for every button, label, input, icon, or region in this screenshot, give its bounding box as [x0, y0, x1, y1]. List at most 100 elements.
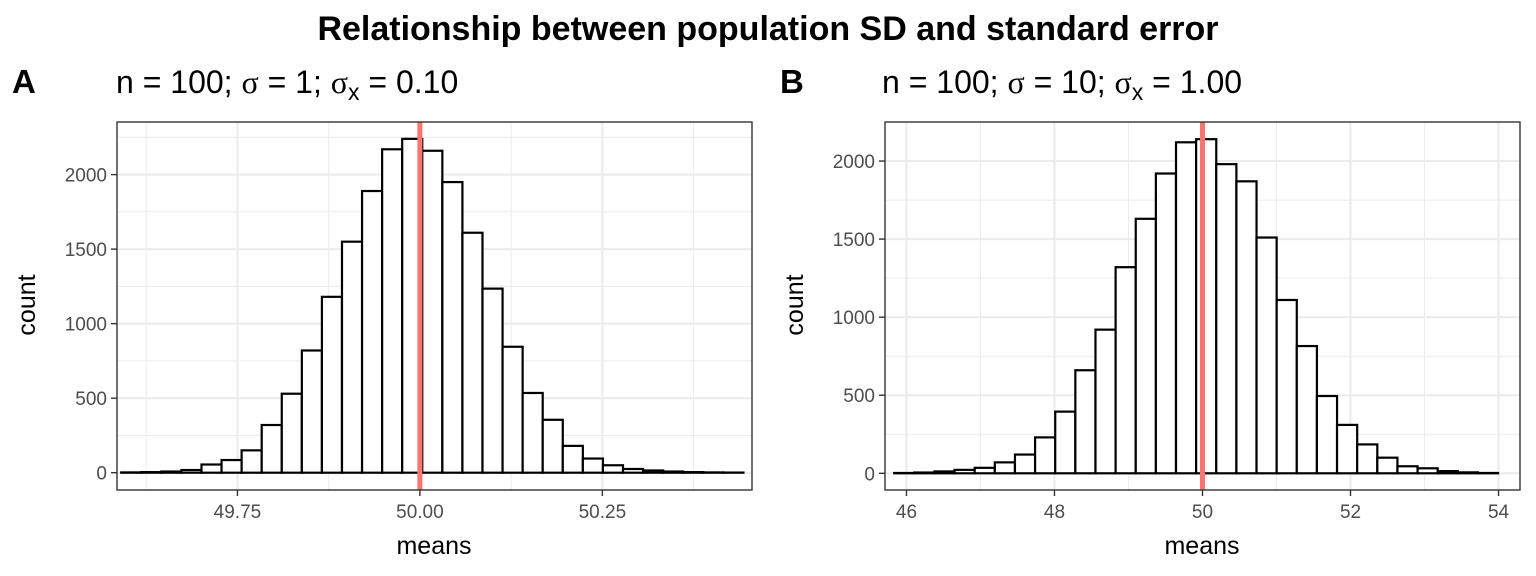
panel-b-histogram-bar [1013, 453, 1037, 475]
panel-b-x-tick-label: 52 [1340, 502, 1361, 523]
panel-a-histogram-bar [160, 470, 183, 474]
panel-b-histogram-bar [1376, 456, 1399, 475]
panel-a-histogram-bar [621, 467, 645, 474]
panel-b-y-axis-title: count [781, 274, 809, 335]
panel-a-y-tick-label: 1000 [65, 315, 107, 336]
panel-b-letter: B [780, 63, 804, 100]
panel-b-histogram-bar [1416, 467, 1439, 475]
panel-a-histogram-bar [561, 444, 584, 474]
panel-b-histogram-bar [1074, 369, 1097, 475]
panel-a-y-tick-label: 1500 [65, 240, 107, 261]
panel-b-x-axis-title: means [1164, 532, 1239, 560]
panel-b-histogram-bar [1114, 266, 1137, 475]
panel-a: A n = 100; σ = 1; σx = 0.10 49.75 50.00 50… [12, 63, 753, 560]
panel-a-sigma-x: σ [331, 64, 348, 100]
panel-a-border [116, 121, 753, 491]
panel-a-histogram-bar [320, 295, 344, 474]
panel-b-sigma-x: σ [1115, 64, 1132, 100]
panel-b-sigma: σ [1007, 64, 1024, 100]
panel-b-y-tick-label: 1000 [833, 308, 875, 329]
panel-a-subtitle: n = 100; σ = 1; σx = 0.10 [116, 64, 458, 105]
panel-a-histogram-bar [200, 463, 223, 474]
panel-b-histogram-bar [1396, 465, 1419, 475]
panel-b-histogram-bar [1154, 172, 1178, 475]
panel-b-histogram-bar [1335, 423, 1359, 475]
panel-b-histogram-bar [1356, 443, 1379, 475]
panel-a-plot: 49.75 50.00 50.25 0 500 1000 1500 2000 [65, 121, 753, 523]
panel-a-histogram-bar [381, 148, 404, 474]
panel-a-subtitle-post: = 0.10 [359, 64, 458, 100]
panel-b-histogram-bar [1094, 328, 1117, 475]
panel-a-histogram-bar [601, 464, 625, 474]
panel-b-subtitle-post: = 1.00 [1143, 64, 1242, 100]
panel-a-histogram-bar [521, 391, 544, 474]
panel-b-histogram-bar [1134, 217, 1157, 475]
panel-a-x-tick-label: 50.25 [579, 502, 627, 523]
panel-b-histogram-bar [1195, 138, 1218, 475]
panel-a-histogram-bar [260, 423, 283, 474]
panel-b-histogram-bar [1215, 163, 1238, 475]
panel-a-histogram-bar [581, 457, 605, 474]
chart-main-title: Relationship between population SD and s… [317, 10, 1218, 48]
panel-a-histogram-bar [662, 470, 685, 474]
panel-a-y-tick-label: 0 [96, 464, 107, 485]
panel-b-histogram-bar [973, 466, 996, 475]
panel-a-y-tick-label: 2000 [65, 166, 107, 187]
panel-a-histogram-bar [501, 345, 524, 474]
panel-b-histogram-bar [953, 468, 976, 475]
panel-b-histogram-bar [1436, 470, 1459, 475]
panel-a-subtitle-mid: = 1; [259, 64, 331, 100]
panel-b-x-tick-label: 48 [1044, 502, 1065, 523]
panel-b-plot: 46 48 50 52 54 0 500 1000 1500 2000 [833, 121, 1521, 523]
panel-a-histogram-bar [220, 458, 243, 474]
panel-b-y-tick-label: 2000 [833, 152, 875, 173]
panel-a-subscript-x: x [348, 79, 360, 105]
panel-a-histogram-bar [240, 449, 263, 474]
panel-a-y-axis-title: count [13, 274, 41, 335]
panel-a-x-axis-title: means [396, 532, 471, 560]
panel-a-histogram-bar [421, 149, 444, 474]
panel-a-x-tick-label: 49.75 [214, 502, 262, 523]
panel-b: B n = 100; σ = 10; σx = 1.00 46 48 50 52 540… [780, 63, 1521, 560]
panel-a-sigma: σ [241, 64, 258, 100]
panel-a-histogram-bar [280, 392, 303, 474]
panel-a-histogram-bar [340, 240, 364, 474]
panel-a-histogram-bar [481, 287, 504, 474]
panel-b-histogram-bar [1054, 410, 1077, 475]
panel-b-y-tick-label: 1500 [833, 230, 875, 251]
panel-b-x-tick-label: 54 [1488, 502, 1510, 523]
panel-b-histogram-bar [1255, 236, 1278, 475]
panel-b-subtitle-mid: = 10; [1025, 64, 1115, 100]
panel-b-histogram-bar [1295, 344, 1319, 475]
panel-a-letter: A [12, 63, 36, 100]
panel-b-y-tick-label: 500 [843, 386, 875, 407]
panel-b-histogram-bar [933, 470, 956, 475]
panel-b-y-tick-label: 0 [864, 464, 875, 485]
panel-a-histogram-bar [682, 471, 705, 474]
panel-a-subtitle-pre: n = 100; [116, 64, 241, 100]
panel-a-histogram-bar [180, 468, 203, 474]
panel-b-histogram-bar [1174, 141, 1198, 475]
panel-b-subtitle: n = 100; σ = 10; σx = 1.00 [882, 64, 1242, 105]
panel-a-histogram-bar [541, 418, 564, 474]
panel-b-histogram-bar [1275, 298, 1298, 475]
panel-b-histogram-bar [1033, 436, 1057, 475]
panel-a-histogram-bar [140, 471, 163, 474]
panel-b-x-tick-label: 46 [896, 502, 917, 523]
panel-a-histogram-bar [641, 469, 665, 474]
panel-a-y-tick-label: 500 [75, 389, 107, 410]
panel-b-x-tick-label: 50 [1192, 502, 1213, 523]
panel-a-histogram-bar [461, 231, 484, 474]
panel-b-histogram-bar [993, 461, 1017, 475]
panel-b-subtitle-pre: n = 100; [882, 64, 1007, 100]
panel-b-histogram-bar [1235, 180, 1258, 475]
panel-a-histogram-bar [360, 189, 384, 474]
panel-a-x-tick-label: 50.00 [396, 502, 444, 523]
panel-b-histogram-bar [1315, 394, 1339, 475]
panel-b-histogram-bar [913, 471, 936, 475]
panel-a-histogram-bar [441, 180, 464, 474]
panel-b-histogram-bar [1456, 471, 1480, 475]
panel-a-histogram-bar [300, 349, 324, 474]
panel-b-subscript-x: x [1132, 79, 1144, 105]
